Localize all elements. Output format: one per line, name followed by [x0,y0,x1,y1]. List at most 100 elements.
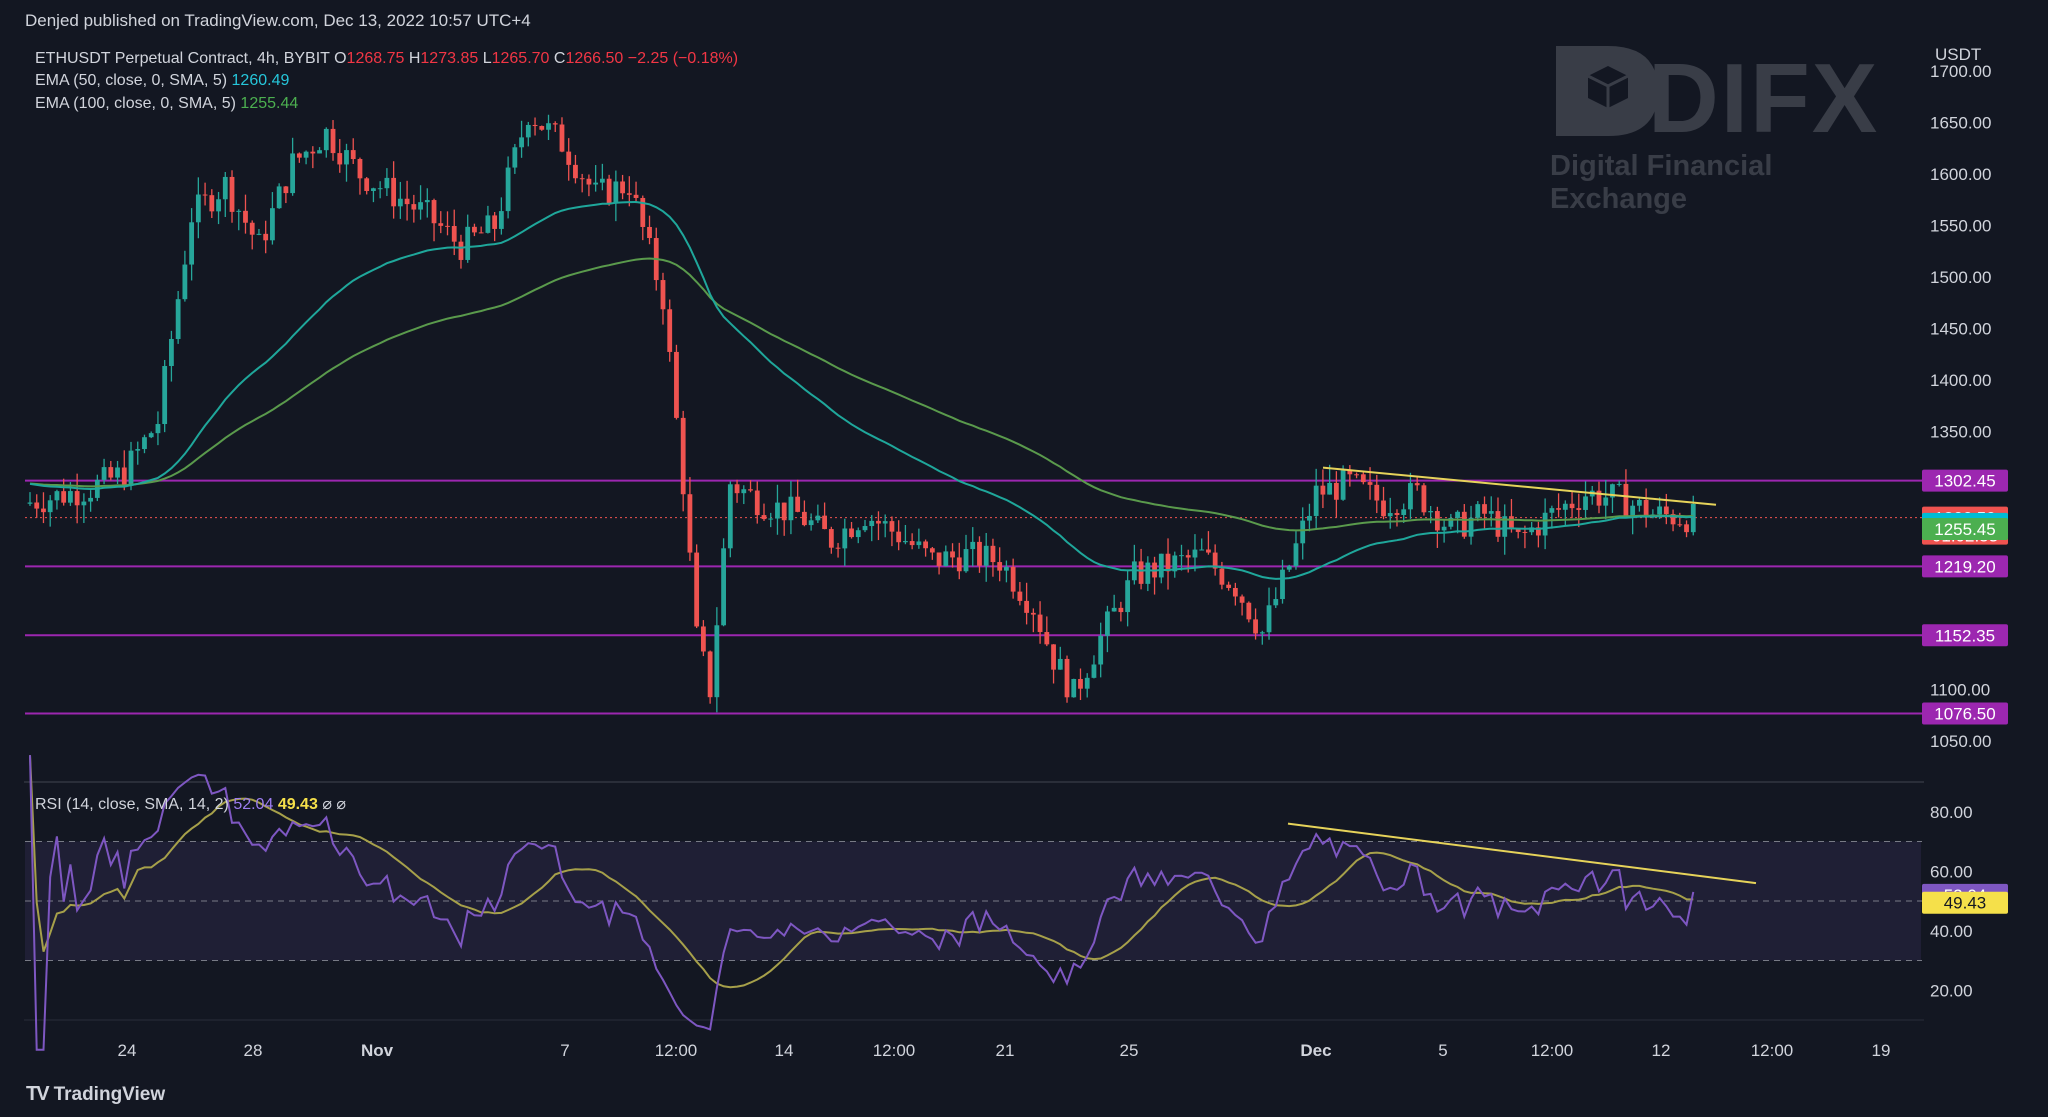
candle-body [1125,580,1131,613]
candle-body [404,198,410,205]
candle-body [236,210,242,212]
candle-body [990,545,996,563]
price-tick-label: 1400.00 [1930,371,1991,390]
rsi-line [29,755,1695,1051]
candle-body [1408,483,1413,510]
candle-body [1192,549,1198,558]
candle-body [1684,524,1689,533]
candle-body [1320,485,1326,495]
watermark-tagline: Digital Financial Exchange [1550,150,1773,215]
candle-body [707,651,713,698]
time-tick-label: 12:00 [655,1041,698,1060]
candle-body [317,150,322,154]
candle-body [458,241,464,260]
candle-body [337,153,343,165]
candle-body [1138,561,1144,584]
time-tick-label: Nov [361,1041,394,1060]
rsi-ma-value: 49.43 [277,796,318,813]
candle-body [1448,517,1454,527]
candle-body [808,520,814,526]
candle-body [512,147,518,168]
candle-body [761,515,767,520]
candle-body [1663,506,1669,515]
ema50-line [29,200,1694,580]
candle-body [1246,602,1252,620]
time-tick-label: 5 [1438,1041,1447,1060]
candle-body [101,467,107,480]
candle-body [667,309,673,352]
tradingview-logo[interactable]: TV TradingView [26,1083,165,1106]
ema50-label: EMA (50, close, 0, SMA, 5) [35,72,228,89]
watermark-brand: DIFX [1648,43,1880,153]
candle-body [1219,568,1225,585]
candle-body [310,151,316,154]
candle-body [377,188,383,190]
low-label: L [482,50,492,67]
candle-body [1535,527,1541,536]
candle-body [323,128,329,151]
price-tick-label: 1700.00 [1930,62,1991,81]
candle-body [997,562,1003,571]
candle-body [249,222,255,235]
candle-body [1381,500,1386,517]
candle-body [472,226,477,233]
candle-body [842,528,848,549]
rsi-tick-label: 80.00 [1930,803,1973,822]
change-value: −2.25 (−0.18%) [627,50,739,67]
candle-body [182,264,188,300]
candle-body [977,541,982,566]
low-value: 1265.70 [491,50,550,67]
candle-body [209,195,215,212]
candle-body [364,178,370,191]
candle-body [721,548,726,626]
candle-body [741,489,747,494]
candle-body [135,449,141,451]
candle-body [1630,505,1636,517]
candle-body [727,484,733,549]
candle-body [1111,607,1117,612]
time-tick-label: 12 [1652,1041,1671,1060]
candle-body [1441,526,1447,531]
price-axis-label-bg [1922,555,2008,578]
candle-body [950,551,955,558]
candle-body [1206,549,1211,553]
candle-body [384,177,390,189]
rsi-legend[interactable]: RSI (14, close, SMA, 14, 2) 52.04 49.43 … [35,794,346,814]
ema100-legend[interactable]: EMA (100, close, 0, SMA, 5) 1255.44 [35,95,298,113]
candle-body [229,176,235,212]
rsi-trendline [1287,822,1757,885]
price-axis-label: 1219.20 [1934,557,1995,576]
candle-body [593,182,599,185]
candle-body [1562,503,1568,510]
candle-body [142,437,147,450]
candle-body [1461,511,1467,537]
candle-body [47,500,53,513]
candle-body [822,515,827,530]
candle-body [748,489,753,491]
close-value: 1266.50 [565,50,624,67]
time-tick-label: 25 [1120,1041,1139,1060]
candle-body [1327,482,1333,495]
candle-body [371,188,376,191]
symbol-label[interactable]: ETHUSDT Perpetual Contract, 4h, BYBIT [35,50,330,67]
candle-body [1387,513,1393,517]
candle-body [929,548,935,553]
candle-body [1199,549,1205,551]
rsi-tick-label: 60.00 [1930,862,1973,881]
candle-body [1556,508,1561,510]
candle-body [418,202,423,210]
candle-body [344,150,349,165]
open-label: O [334,50,347,67]
ema50-legend[interactable]: EMA (50, close, 0, SMA, 5) 1260.49 [35,72,289,90]
candle-body [1307,515,1312,521]
candle-body [1004,566,1009,571]
candle-body [1401,509,1407,515]
candle-body [1576,508,1582,510]
candle-body [1569,503,1575,509]
candle-body [936,552,942,567]
candle-body [1468,517,1474,537]
candle-body [889,521,895,532]
candle-body [1084,677,1090,689]
close-label: C [553,50,566,67]
